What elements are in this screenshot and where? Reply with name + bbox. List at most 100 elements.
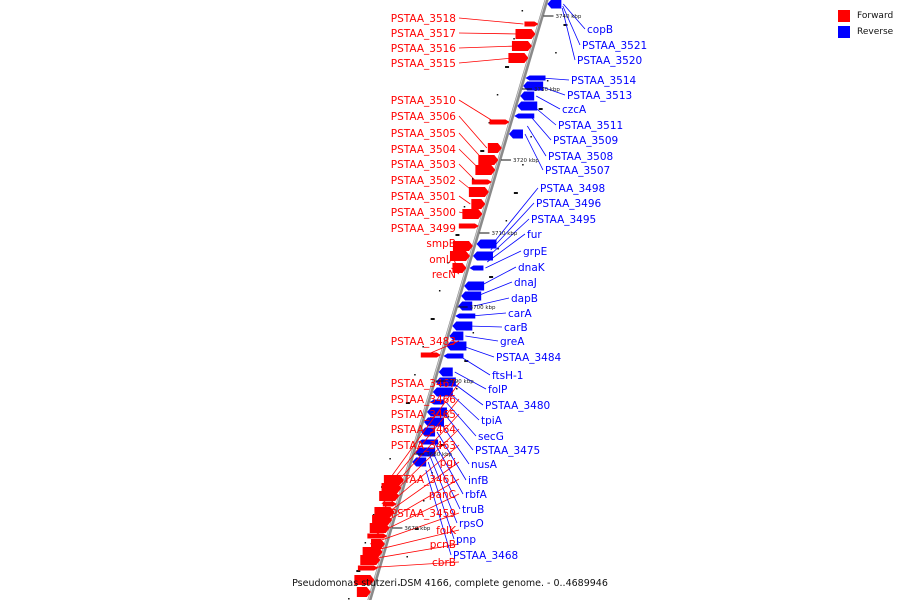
reverse-gene-block xyxy=(461,291,482,301)
forward-leader xyxy=(374,478,460,529)
reverse-leader xyxy=(524,133,544,171)
backbone-dot xyxy=(505,66,510,68)
forward-leader xyxy=(381,428,460,505)
reverse-gene-label: PSTAA_3480 xyxy=(485,400,550,412)
forward-gene-block xyxy=(487,143,502,153)
reverse-gene-label: PSTAA_3498 xyxy=(540,183,605,195)
forward-leader xyxy=(458,132,484,161)
forward-gene-block xyxy=(511,41,532,51)
backbone-dot xyxy=(447,262,449,264)
kbp-tick-label: 3670 kbp xyxy=(404,526,430,532)
kbp-ticks: 3740 kbp 3730 kbp 3720 kbp 3710 kbp 3700 kbp… xyxy=(392,14,582,532)
forward-leader xyxy=(365,543,460,561)
backbone-dot xyxy=(546,80,549,82)
gene-features xyxy=(354,0,562,597)
reverse-leader xyxy=(454,371,487,390)
forward-gene-block xyxy=(354,575,375,585)
forward-gene-block xyxy=(468,187,489,197)
forward-gene-label: PSTAA_3465 xyxy=(391,409,456,421)
reverse-gene-block xyxy=(517,101,538,111)
forward-leader xyxy=(383,413,460,497)
reverse-gene-label: copB xyxy=(587,24,613,36)
forward-gene-block xyxy=(508,53,529,63)
reverse-leader xyxy=(468,325,503,328)
forward-leader xyxy=(372,493,460,537)
reverse-gene-block xyxy=(438,367,453,377)
forward-gene-block xyxy=(420,352,441,358)
label-leader-lines xyxy=(362,3,586,569)
forward-leader xyxy=(458,99,495,123)
reverse-gene-label: carA xyxy=(508,308,533,320)
reverse-leader xyxy=(486,233,526,263)
forward-gene-block xyxy=(475,165,496,175)
kbp-tick-label: 3690 kbp xyxy=(448,379,474,385)
reverse-leader xyxy=(477,281,513,297)
reverse-leader xyxy=(451,381,484,406)
forward-gene-label: PSTAA_3516 xyxy=(391,43,457,55)
forward-gene-label: PSTAA_3463 xyxy=(391,440,456,452)
forward-gene-label: recN xyxy=(432,269,456,281)
backbone-dot xyxy=(522,164,524,166)
forward-gene-block xyxy=(462,209,483,219)
reverse-gene-label: infB xyxy=(468,475,488,487)
forward-gene-label: PSTAA_3500 xyxy=(391,207,456,219)
reverse-gene-block xyxy=(508,129,523,139)
forward-leader xyxy=(379,444,460,513)
backbone-dot xyxy=(464,360,469,362)
reverse-leader xyxy=(490,202,535,251)
forward-gene-label: panC xyxy=(429,489,456,501)
kbp-tick-label: 3720 kbp xyxy=(513,158,539,164)
forward-gene-label: PSTAA_3501 xyxy=(391,191,456,203)
reverse-gene-block xyxy=(476,239,497,249)
forward-gene-label: PSTAA_3506 xyxy=(391,111,457,123)
forward-leader xyxy=(458,57,514,64)
reverse-leader xyxy=(539,85,566,96)
backbone-dot xyxy=(563,24,568,26)
backbone-dot xyxy=(397,430,400,432)
backbone-highlight xyxy=(367,0,547,600)
forward-leader xyxy=(369,512,460,545)
reverse-leader xyxy=(485,250,522,269)
reverse-gene-block xyxy=(426,407,447,417)
forward-gene-block xyxy=(367,533,388,539)
forward-gene-label: pgi xyxy=(440,457,456,469)
forward-leader xyxy=(458,179,475,193)
forward-gene-block xyxy=(478,155,499,165)
forward-leader xyxy=(425,340,460,356)
forward-leader xyxy=(458,211,468,215)
forward-gene-block xyxy=(449,251,470,261)
backbone-dot xyxy=(348,598,350,600)
legend-forward-swatch xyxy=(838,10,850,22)
backbone-dot xyxy=(480,304,483,306)
reverse-gene-block xyxy=(432,387,453,397)
map-caption: Pseudomonas stutzeri DSM 4166, complete … xyxy=(292,578,608,589)
forward-gene-label: PSTAA_3504 xyxy=(391,144,457,156)
reverse-gene-label: dnaK xyxy=(518,262,546,274)
reverse-gene-block xyxy=(443,353,464,359)
forward-gene-label: PSTAA_3466 xyxy=(391,394,457,406)
forward-gene-label: PSTAA_3510 xyxy=(391,95,456,107)
reverse-gene-label: PSTAA_3484 xyxy=(496,352,562,364)
backbone-dot xyxy=(356,570,361,572)
backbone-dot xyxy=(513,192,518,194)
forward-gene-block xyxy=(371,539,385,549)
forward-leader xyxy=(367,529,460,553)
reverse-leader xyxy=(459,355,491,376)
backbone-dot xyxy=(538,108,543,110)
reverse-leader xyxy=(488,218,530,257)
backbone-dot xyxy=(438,290,441,292)
forward-gene-label: PSTAA_3502 xyxy=(391,175,456,187)
reverse-gene-block xyxy=(435,377,456,387)
reverse-gene-label: czcA xyxy=(562,104,587,116)
forward-gene-block xyxy=(489,119,510,125)
backbone-dot xyxy=(488,122,491,124)
kbp-tick-label: 3740 kbp xyxy=(556,14,582,20)
reverse-gene-block xyxy=(429,399,444,405)
reverse-gene-label: fur xyxy=(527,229,542,241)
reverse-gene-label: rpsO xyxy=(459,518,484,530)
backbone-dot xyxy=(414,374,416,376)
forward-gene-label: PSTAA_3464 xyxy=(391,424,457,436)
backbone-dot xyxy=(414,528,419,530)
forward-leader xyxy=(458,17,524,25)
forward-leader xyxy=(457,242,460,247)
